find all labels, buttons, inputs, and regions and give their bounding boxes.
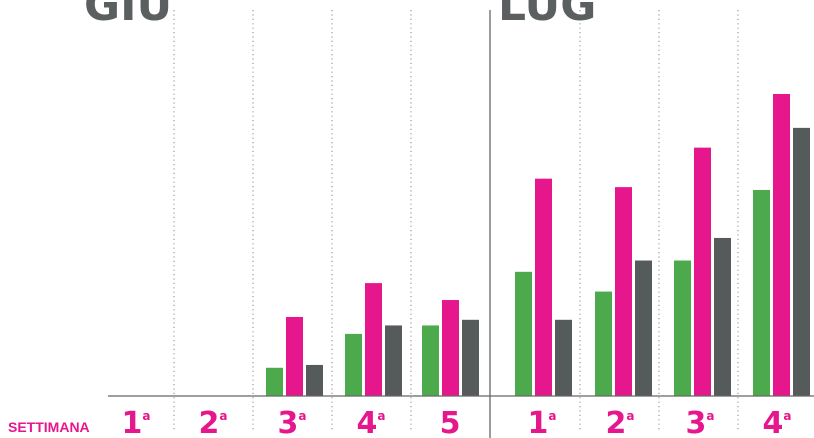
- week-ordinal-suffix: a: [219, 409, 227, 423]
- month-label: GIU: [84, 0, 172, 31]
- week-label: 4a: [357, 406, 386, 438]
- bars: [266, 94, 810, 397]
- week-ordinal-suffix: a: [548, 409, 556, 423]
- bar: [462, 319, 479, 396]
- bar: [714, 237, 731, 396]
- bar: [595, 291, 612, 396]
- bar: [515, 271, 532, 396]
- week-number: 1: [122, 406, 143, 438]
- week-number: 2: [199, 406, 220, 438]
- bar: [365, 283, 382, 396]
- bar: [286, 316, 303, 396]
- week-label: 1a: [122, 406, 151, 438]
- bar: [535, 178, 552, 396]
- week-number: 3: [686, 406, 707, 438]
- week-label: 3a: [278, 406, 307, 438]
- week-number: 4: [357, 406, 378, 438]
- week-number: 1: [528, 406, 549, 438]
- bar: [773, 94, 790, 396]
- bar: [635, 260, 652, 396]
- week-number: 4: [763, 406, 784, 438]
- bar: [266, 367, 283, 396]
- week-ordinal-suffix: a: [706, 409, 714, 423]
- week-ordinal-suffix: a: [626, 409, 634, 423]
- week-number: 5: [440, 406, 461, 438]
- week-ordinal-suffix: a: [377, 409, 385, 423]
- bar: [793, 127, 810, 397]
- week-label: 3a: [686, 406, 715, 438]
- week-number: 3: [278, 406, 299, 438]
- bar: [674, 260, 691, 396]
- week-ordinal-suffix: a: [142, 409, 150, 423]
- bar: [694, 147, 711, 396]
- month-labels: GIU LUG: [84, 0, 596, 31]
- bar: [385, 325, 402, 396]
- x-axis-title: SETTIMANA: [8, 419, 90, 435]
- week-label: 2a: [606, 406, 635, 438]
- month-label: LUG: [498, 0, 596, 31]
- bar: [422, 325, 439, 396]
- week-ordinal-suffix: a: [298, 409, 306, 423]
- bar: [753, 189, 770, 396]
- week-ordinal-suffix: a: [783, 409, 791, 423]
- week-labels: 1a 2a 3a 4a 5 1a 2a 3a 4a: [122, 406, 792, 438]
- bar: [345, 333, 362, 396]
- week-label: 4a: [763, 406, 792, 438]
- bar: [306, 364, 323, 396]
- bar: [555, 319, 572, 396]
- week-label: 1a: [528, 406, 557, 438]
- week-number: 2: [606, 406, 627, 438]
- bar: [615, 187, 632, 396]
- bar: [442, 300, 459, 396]
- week-label: 5: [440, 406, 461, 438]
- week-label: 2a: [199, 406, 228, 438]
